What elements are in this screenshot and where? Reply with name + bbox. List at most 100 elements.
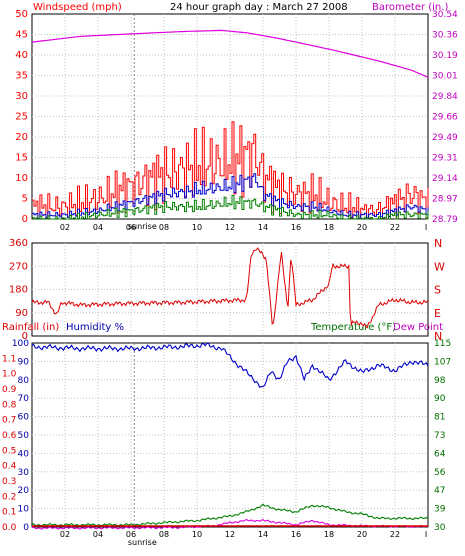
- x-tick-label: 10: [192, 530, 202, 539]
- rain-axis-label: 0.8: [2, 400, 17, 410]
- barometer-axis-label: 28.97: [432, 195, 458, 205]
- x-tick-label: I: [425, 530, 427, 539]
- rain-axis-label: 0.1: [2, 508, 16, 518]
- humidity-axis-label: 50: [18, 431, 30, 441]
- grid-layer: [32, 14, 428, 527]
- barometer-axis-label: 29.84: [432, 92, 458, 102]
- wind-axis-label: 35: [15, 71, 28, 82]
- temperature-axis-label: 90: [434, 394, 446, 404]
- direction-axis-label: 180: [9, 285, 28, 296]
- humidity-line: [31, 342, 429, 389]
- windspeed-title: Windspeed (mph): [33, 2, 122, 13]
- x-tick-label: 10: [192, 223, 202, 232]
- temperature-axis-label: 115: [434, 339, 451, 349]
- rain-axis-label: 0.9: [2, 385, 17, 395]
- wind-low-line: [32, 194, 429, 220]
- x-tick-label: 16: [291, 530, 301, 539]
- barometer-axis-label: 29.66: [432, 113, 458, 123]
- wind-axis-label: 45: [15, 30, 28, 41]
- barometer-title: Barometer (in.): [372, 2, 448, 13]
- rain-axis-label: 0.3: [2, 477, 16, 487]
- wind-axis-label: 10: [15, 173, 28, 184]
- x-tick-label: 18: [324, 223, 334, 232]
- barometer-axis-label: 30.54: [432, 10, 458, 20]
- rain-axis-label: 1.0: [2, 370, 17, 380]
- humidity-axis-label: 40: [18, 449, 30, 459]
- x-tick-label: 04: [93, 223, 103, 232]
- temperature-axis-label: 56: [434, 468, 446, 478]
- barometer-axis-label: 30.19: [432, 51, 458, 61]
- compass-axis-label: W: [434, 260, 445, 273]
- humidity-axis-label: 80: [18, 376, 30, 386]
- wind-axis-label: 0: [22, 214, 28, 225]
- barometer-axis-label: 29.49: [432, 133, 458, 143]
- x-tick-label: 14: [258, 223, 268, 232]
- temperature-axis-label: 47: [434, 486, 445, 496]
- humidity-title: Humidity %: [66, 322, 124, 333]
- wind-axis-label: 15: [15, 153, 28, 164]
- rain-axis-label: 0.5: [2, 446, 16, 456]
- wind-axis-label: 40: [15, 50, 28, 61]
- x-tick-label: 20: [357, 223, 367, 232]
- direction-axis-label: 0: [22, 331, 28, 342]
- wind-axis-label: 50: [15, 9, 28, 20]
- x-tick-label: 02: [60, 223, 70, 232]
- series-layer: [31, 29, 429, 530]
- x-tick-label: 22: [390, 223, 400, 232]
- sunrise-label: sunrise: [128, 222, 157, 231]
- humidity-axis-label: 30: [18, 468, 30, 478]
- wind-average-line: [32, 173, 429, 219]
- sunrise-label: sunrise: [128, 538, 157, 547]
- x-tick-label: 12: [225, 530, 235, 539]
- barometer-axis-label: 28.79: [432, 215, 458, 225]
- x-tick-label: 06: [126, 223, 136, 232]
- humidity-axis-label: 0: [23, 523, 29, 533]
- humidity-axis-label: 70: [18, 394, 30, 404]
- temperature-axis-label: 39: [434, 505, 446, 515]
- barometer-axis-label: 29.14: [432, 174, 458, 184]
- temperature-axis-label: 73: [434, 431, 445, 441]
- compass-axis-label: N: [434, 237, 442, 250]
- barometer-axis-label: 30.36: [432, 31, 458, 41]
- x-tick-label: 14: [258, 530, 268, 539]
- temperature-line: [31, 503, 429, 527]
- chart-title: 24 hour graph day : March 27 2008: [170, 2, 348, 13]
- x-tick-label: 22: [390, 530, 400, 539]
- x-tick-label: 04: [93, 530, 103, 539]
- x-tick-label: 12: [225, 223, 235, 232]
- compass-axis-label: S: [434, 284, 441, 297]
- x-tick-label: 08: [159, 223, 169, 232]
- x-tick-label: 08: [159, 530, 169, 539]
- direction-axis-label: 270: [9, 261, 28, 272]
- barometer-line: [31, 29, 429, 78]
- x-tick-label: 16: [291, 223, 301, 232]
- direction-axis-label: 90: [15, 308, 28, 319]
- rainfall-title: Rainfall (in): [2, 322, 59, 333]
- humidity-axis-label: 10: [18, 505, 30, 515]
- temperature-axis-label: 81: [434, 413, 445, 423]
- humidity-axis-label: 20: [18, 486, 30, 496]
- rain-axis-label: 1.1: [2, 354, 16, 364]
- temperature-axis-label: 98: [434, 376, 446, 386]
- humidity-axis-label: 100: [12, 339, 29, 349]
- x-tick-label: I: [425, 223, 427, 232]
- barometer-axis-label: 30.01: [432, 72, 458, 82]
- rain-axis-label: 0.0: [2, 523, 17, 533]
- wind-axis-label: 25: [15, 112, 28, 123]
- x-tick-label: 06: [126, 530, 136, 539]
- wind-axis-label: 30: [15, 91, 28, 102]
- wind-axis-label: 20: [15, 132, 28, 143]
- compass-axis-label: N: [434, 330, 442, 343]
- temperature-axis-label: 64: [434, 449, 446, 459]
- rain-axis-label: 0.4: [2, 462, 17, 472]
- humidity-axis-label: 90: [18, 357, 30, 367]
- x-tick-label: 20: [357, 530, 367, 539]
- direction-axis-label: 360: [9, 238, 28, 249]
- wind-axis-label: 5: [22, 194, 28, 205]
- temperature-title: Temperature (°F): [310, 322, 396, 333]
- rain-axis-label: 0.2: [2, 492, 16, 502]
- humidity-axis-label: 60: [18, 413, 30, 423]
